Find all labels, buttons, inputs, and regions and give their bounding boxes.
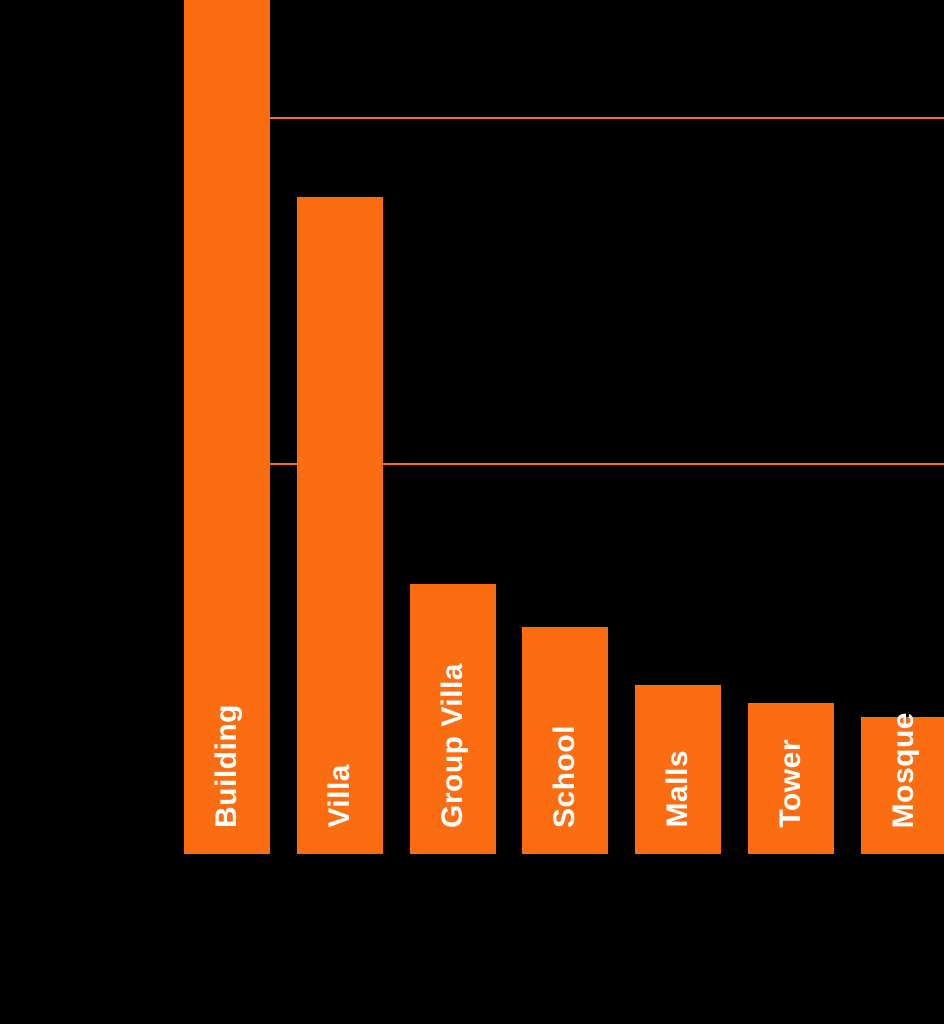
bar-label: Mosque [887, 711, 920, 828]
bar-label: Group Villa [436, 663, 469, 828]
bar-mosque[interactable]: Mosque [861, 712, 944, 854]
bar-group-villa[interactable]: Group Villa [410, 584, 496, 854]
gridline [184, 117, 944, 119]
bar-villa[interactable]: Villa [297, 197, 383, 854]
bar-label: Tower [774, 739, 807, 828]
bar-label: Villa [323, 764, 356, 828]
bar-label: School [548, 724, 581, 828]
bar-label: Malls [661, 750, 694, 828]
bar-building[interactable]: Building [184, 0, 270, 854]
gridline [184, 463, 944, 465]
bar-tower[interactable]: Tower [748, 703, 834, 854]
bar-school[interactable]: School [522, 627, 608, 854]
bar-label: Building [210, 704, 243, 828]
bar-malls[interactable]: Malls [635, 685, 721, 854]
